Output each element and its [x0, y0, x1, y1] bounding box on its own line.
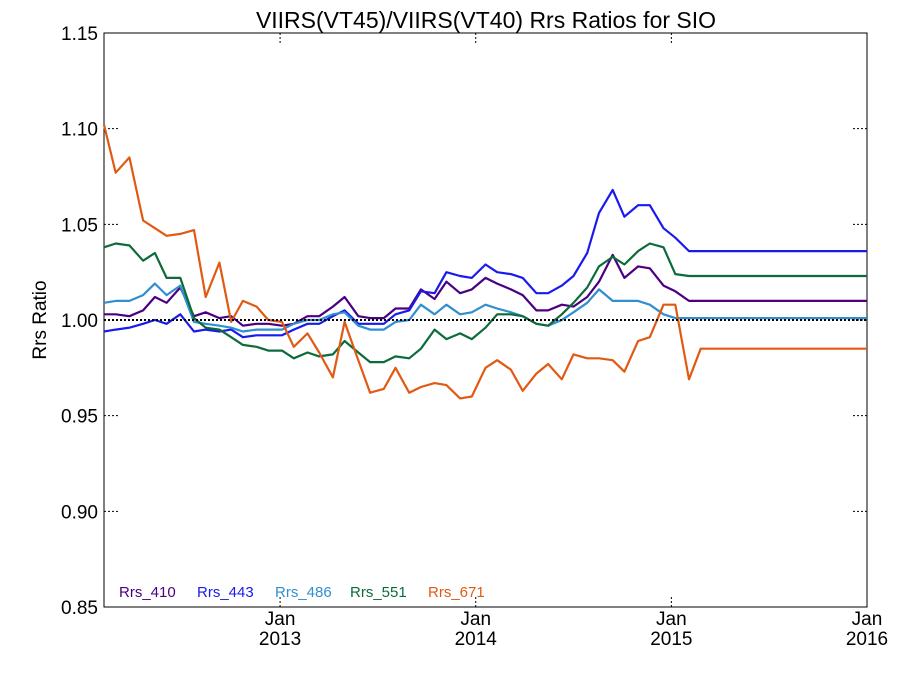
series-line-rrs-551	[103, 242, 867, 364]
y-tick-label: 1.15	[61, 24, 98, 45]
legend-item: Rrs_443	[197, 584, 254, 601]
y-axis-label: Rrs Ratio	[30, 280, 51, 359]
series-line-rrs-410	[104, 253, 867, 327]
series-line-rrs-443	[103, 188, 867, 339]
legend-item: Rrs_410	[119, 584, 176, 601]
y-tick-label: 1.00	[61, 311, 98, 332]
plot-area: 0.850.900.951.001.051.101.15Jan2013Jan20…	[61, 24, 888, 650]
y-tick-label: 0.85	[61, 598, 98, 619]
legend-item: Rrs_551	[350, 584, 407, 601]
legend-item: Rrs_671	[428, 584, 485, 601]
y-tick-label: 0.90	[61, 502, 98, 523]
x-tick-year: 2015	[650, 629, 692, 650]
y-tick-label: 1.10	[61, 120, 98, 141]
x-tick-year: 2014	[455, 629, 498, 650]
y-tick-label: 1.05	[61, 215, 98, 236]
chart-title: VIIRS(VT45)/VIIRS(VT40) Rrs Ratios for S…	[256, 7, 716, 33]
x-tick-month: Jan	[460, 609, 491, 630]
x-tick-year: 2016	[846, 629, 888, 650]
x-tick-month: Jan	[265, 609, 296, 630]
legend-item: Rrs_486	[275, 584, 332, 601]
series-line-rrs-671	[102, 124, 867, 400]
y-tick-label: 0.95	[61, 407, 98, 428]
x-tick-month: Jan	[852, 609, 883, 630]
series-line-rrs-486	[103, 282, 867, 333]
x-tick-month: Jan	[656, 609, 687, 630]
x-tick-year: 2013	[259, 629, 301, 650]
